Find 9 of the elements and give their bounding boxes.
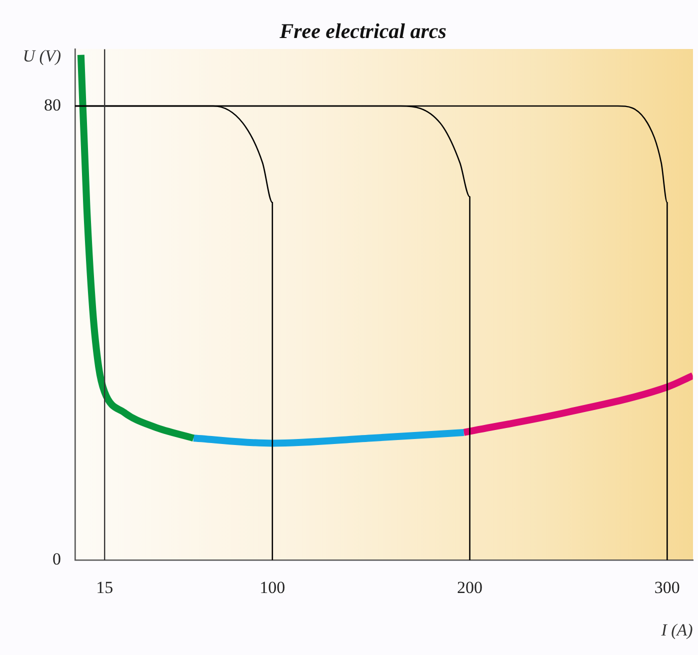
x-axis-title: I (A): [660, 620, 694, 640]
y-axis-title: U (V): [22, 46, 62, 66]
x-tick-label: 100: [260, 578, 286, 597]
chart-title: Free electrical arcs: [278, 19, 446, 44]
x-tick-label: 200: [457, 578, 483, 597]
x-tick-label: 300: [654, 578, 680, 597]
y-tick-label: 80: [44, 95, 61, 114]
x-tick-label: 15: [96, 578, 114, 597]
y-tick-label: 0: [52, 550, 61, 569]
